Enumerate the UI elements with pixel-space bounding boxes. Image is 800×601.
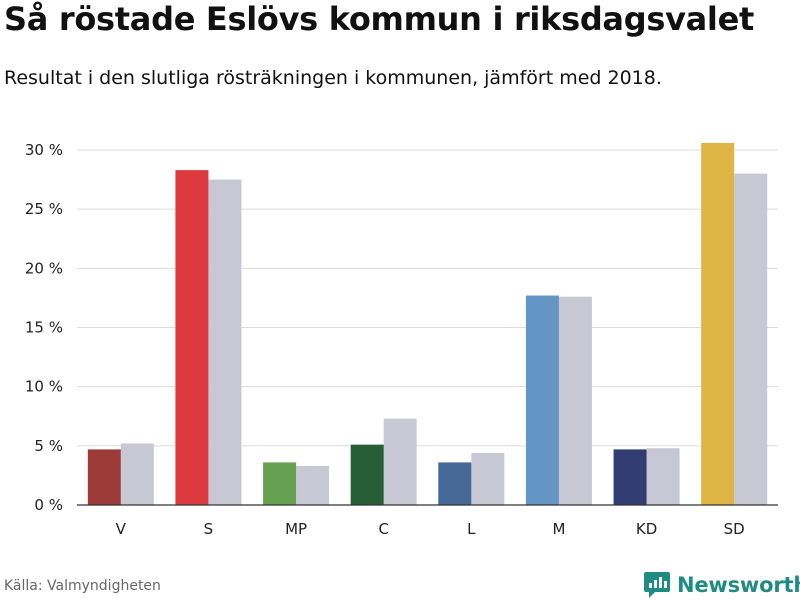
y-tick-label: 10 % <box>25 378 63 396</box>
chart-subtitle: Resultat i den slutliga rösträkningen i … <box>4 67 662 89</box>
bar-2022-v <box>87 449 121 505</box>
bar-2022-sd <box>701 142 735 505</box>
x-tick-label: S <box>204 520 214 538</box>
x-tick-label: KD <box>636 520 657 538</box>
chart-title: Så röstade Eslövs kommun i riksdagsvalet <box>4 0 755 38</box>
source-note: Källa: Valmyndigheten <box>4 578 161 594</box>
x-tick-label: MP <box>285 520 307 538</box>
bar-2018-l <box>471 452 505 505</box>
bar-2022-c <box>350 444 384 505</box>
x-tick-label: L <box>467 520 476 538</box>
bar-2018-v <box>120 443 154 505</box>
bar-2022-s <box>175 170 209 505</box>
y-tick-label: 20 % <box>25 259 63 277</box>
y-tick-label: 25 % <box>25 200 63 218</box>
bars <box>87 142 768 506</box>
bar-2018-s <box>208 179 242 506</box>
x-tick-label: SD <box>724 520 745 538</box>
bar-2018-kd <box>646 448 680 505</box>
bar-2022-mp <box>263 462 297 505</box>
bar-2018-mp <box>296 465 330 505</box>
y-tick-label: 30 % <box>25 141 63 159</box>
y-tick-label: 15 % <box>25 319 63 337</box>
x-axis-ticks: V S MP C L M KD SD <box>116 520 745 538</box>
brand-name: Newsworthy <box>677 573 800 597</box>
x-tick-label: C <box>378 520 388 538</box>
bar-2022-l <box>438 462 472 505</box>
newsworthy-logo-icon <box>644 572 670 598</box>
bar-2022-m <box>525 295 559 505</box>
bar-2022-kd <box>613 449 647 505</box>
bar-2018-m <box>558 296 592 505</box>
x-tick-label: V <box>116 520 127 538</box>
bar-2018-sd <box>734 173 768 505</box>
bar-2018-c <box>383 418 417 505</box>
y-tick-label: 0 % <box>34 496 63 514</box>
y-tick-label: 5 % <box>34 437 63 455</box>
x-tick-label: M <box>552 520 565 538</box>
brand-logo: Newsworthy <box>643 569 800 601</box>
y-axis-ticks: 0 % 5 % 10 % 15 % 20 % 25 % 30 % <box>25 141 63 514</box>
